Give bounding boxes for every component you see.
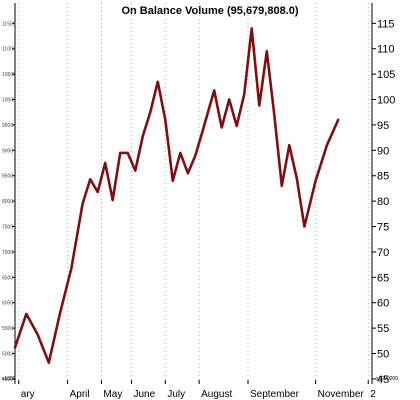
left-axis: 4500 5000 5500 6000 6500 7000 7500 8000 8500 9000…: [2, 21, 16, 383]
x-tick-label: 2: [370, 389, 376, 400]
data-point: [126, 152, 129, 154]
x-tick-label: November: [318, 389, 365, 400]
data-point: [281, 185, 283, 187]
chart-title: On Balance Volume (95,679,808.0): [121, 5, 298, 17]
left-tick-label: 6000: [2, 301, 13, 307]
obv-series: [13, 27, 340, 365]
data-point: [303, 225, 306, 228]
left-tick-label: 9500: [2, 123, 13, 129]
data-point: [202, 129, 204, 131]
data-point: [179, 152, 182, 154]
data-point: [149, 111, 152, 114]
data-point: [14, 346, 16, 349]
left-tick-label: 6500: [2, 275, 13, 281]
data-point: [25, 313, 28, 315]
data-point: [243, 93, 246, 96]
data-point: [48, 361, 50, 364]
data-point: [36, 333, 39, 336]
data-point: [172, 180, 174, 182]
x-tick-label: August: [201, 389, 232, 400]
data-point: [111, 199, 114, 201]
data-point: [265, 50, 268, 53]
x-tick-label: April: [70, 389, 90, 400]
x-tick-label: June: [133, 389, 155, 400]
data-point: [220, 126, 223, 129]
data-point: [59, 312, 61, 314]
left-tick-label: 10000: [2, 98, 16, 104]
x-axis: ary April May June July August September Novemb…: [18, 380, 376, 400]
left-tick-label: 11500: [2, 21, 16, 27]
x-tick-label: July: [167, 389, 185, 400]
data-point: [228, 98, 230, 101]
data-point: [194, 154, 197, 157]
left-tick-label: 4500: [2, 377, 13, 383]
data-point: [157, 80, 159, 83]
data-point: [141, 135, 144, 137]
left-tick-label: 9000: [2, 148, 13, 154]
data-point: [134, 169, 137, 172]
data-point: [96, 191, 99, 193]
data-point: [164, 119, 167, 121]
right-tick-label: 75: [377, 222, 389, 234]
left-tick-label: 7500: [2, 225, 13, 231]
left-tick-label: 5500: [2, 326, 13, 332]
data-point: [81, 202, 84, 205]
left-tick-label: 8000: [2, 199, 13, 205]
right-tick-label: 55: [377, 323, 389, 335]
data-point: [314, 180, 317, 182]
left-tick-label: 8500: [2, 174, 13, 180]
data-point: [273, 113, 276, 116]
right-tick-label: 70: [377, 247, 389, 259]
x-tick-label: May: [103, 389, 122, 400]
data-point: [104, 162, 106, 164]
data-point: [213, 89, 215, 92]
left-tick-label: 11000: [2, 47, 16, 53]
right-tick-label: 105: [377, 69, 395, 81]
data-point: [258, 104, 261, 107]
right-tick-label: 80: [377, 196, 389, 208]
right-tick-label: 90: [377, 145, 389, 157]
left-tick-label: 5000: [2, 352, 13, 358]
data-point: [235, 125, 238, 127]
left-scale-label: x1000: [2, 376, 16, 382]
data-point: [187, 172, 189, 174]
left-tick-label: 7000: [2, 250, 13, 256]
data-point: [70, 267, 73, 269]
right-tick-label: 50: [377, 349, 389, 361]
data-point: [89, 178, 91, 181]
data-point: [296, 177, 298, 180]
data-point: [250, 27, 253, 30]
data-point: [337, 119, 339, 121]
right-tick-label: 110: [377, 44, 395, 56]
right-scale-label: x1000000: [376, 376, 398, 382]
right-tick-label: 60: [377, 298, 389, 310]
x-tick-label: ary: [21, 389, 35, 400]
left-tick-label: 10500: [2, 72, 16, 78]
data-point: [326, 144, 328, 147]
right-tick-label: 85: [377, 171, 389, 183]
right-tick-label: 65: [377, 272, 389, 284]
data-point: [119, 152, 122, 154]
plot-frame: [14, 3, 373, 384]
right-tick-label: 45: [377, 374, 389, 386]
right-tick-label: 115: [377, 18, 395, 30]
right-tick-label: 95: [377, 120, 389, 132]
right-tick-label: 100: [377, 95, 395, 107]
x-tick-label: September: [250, 389, 300, 400]
right-axis: 45 50 55 60 65 70 75 80 85 90 95 100 105 110 115: [372, 18, 395, 386]
data-point: [288, 144, 291, 147]
